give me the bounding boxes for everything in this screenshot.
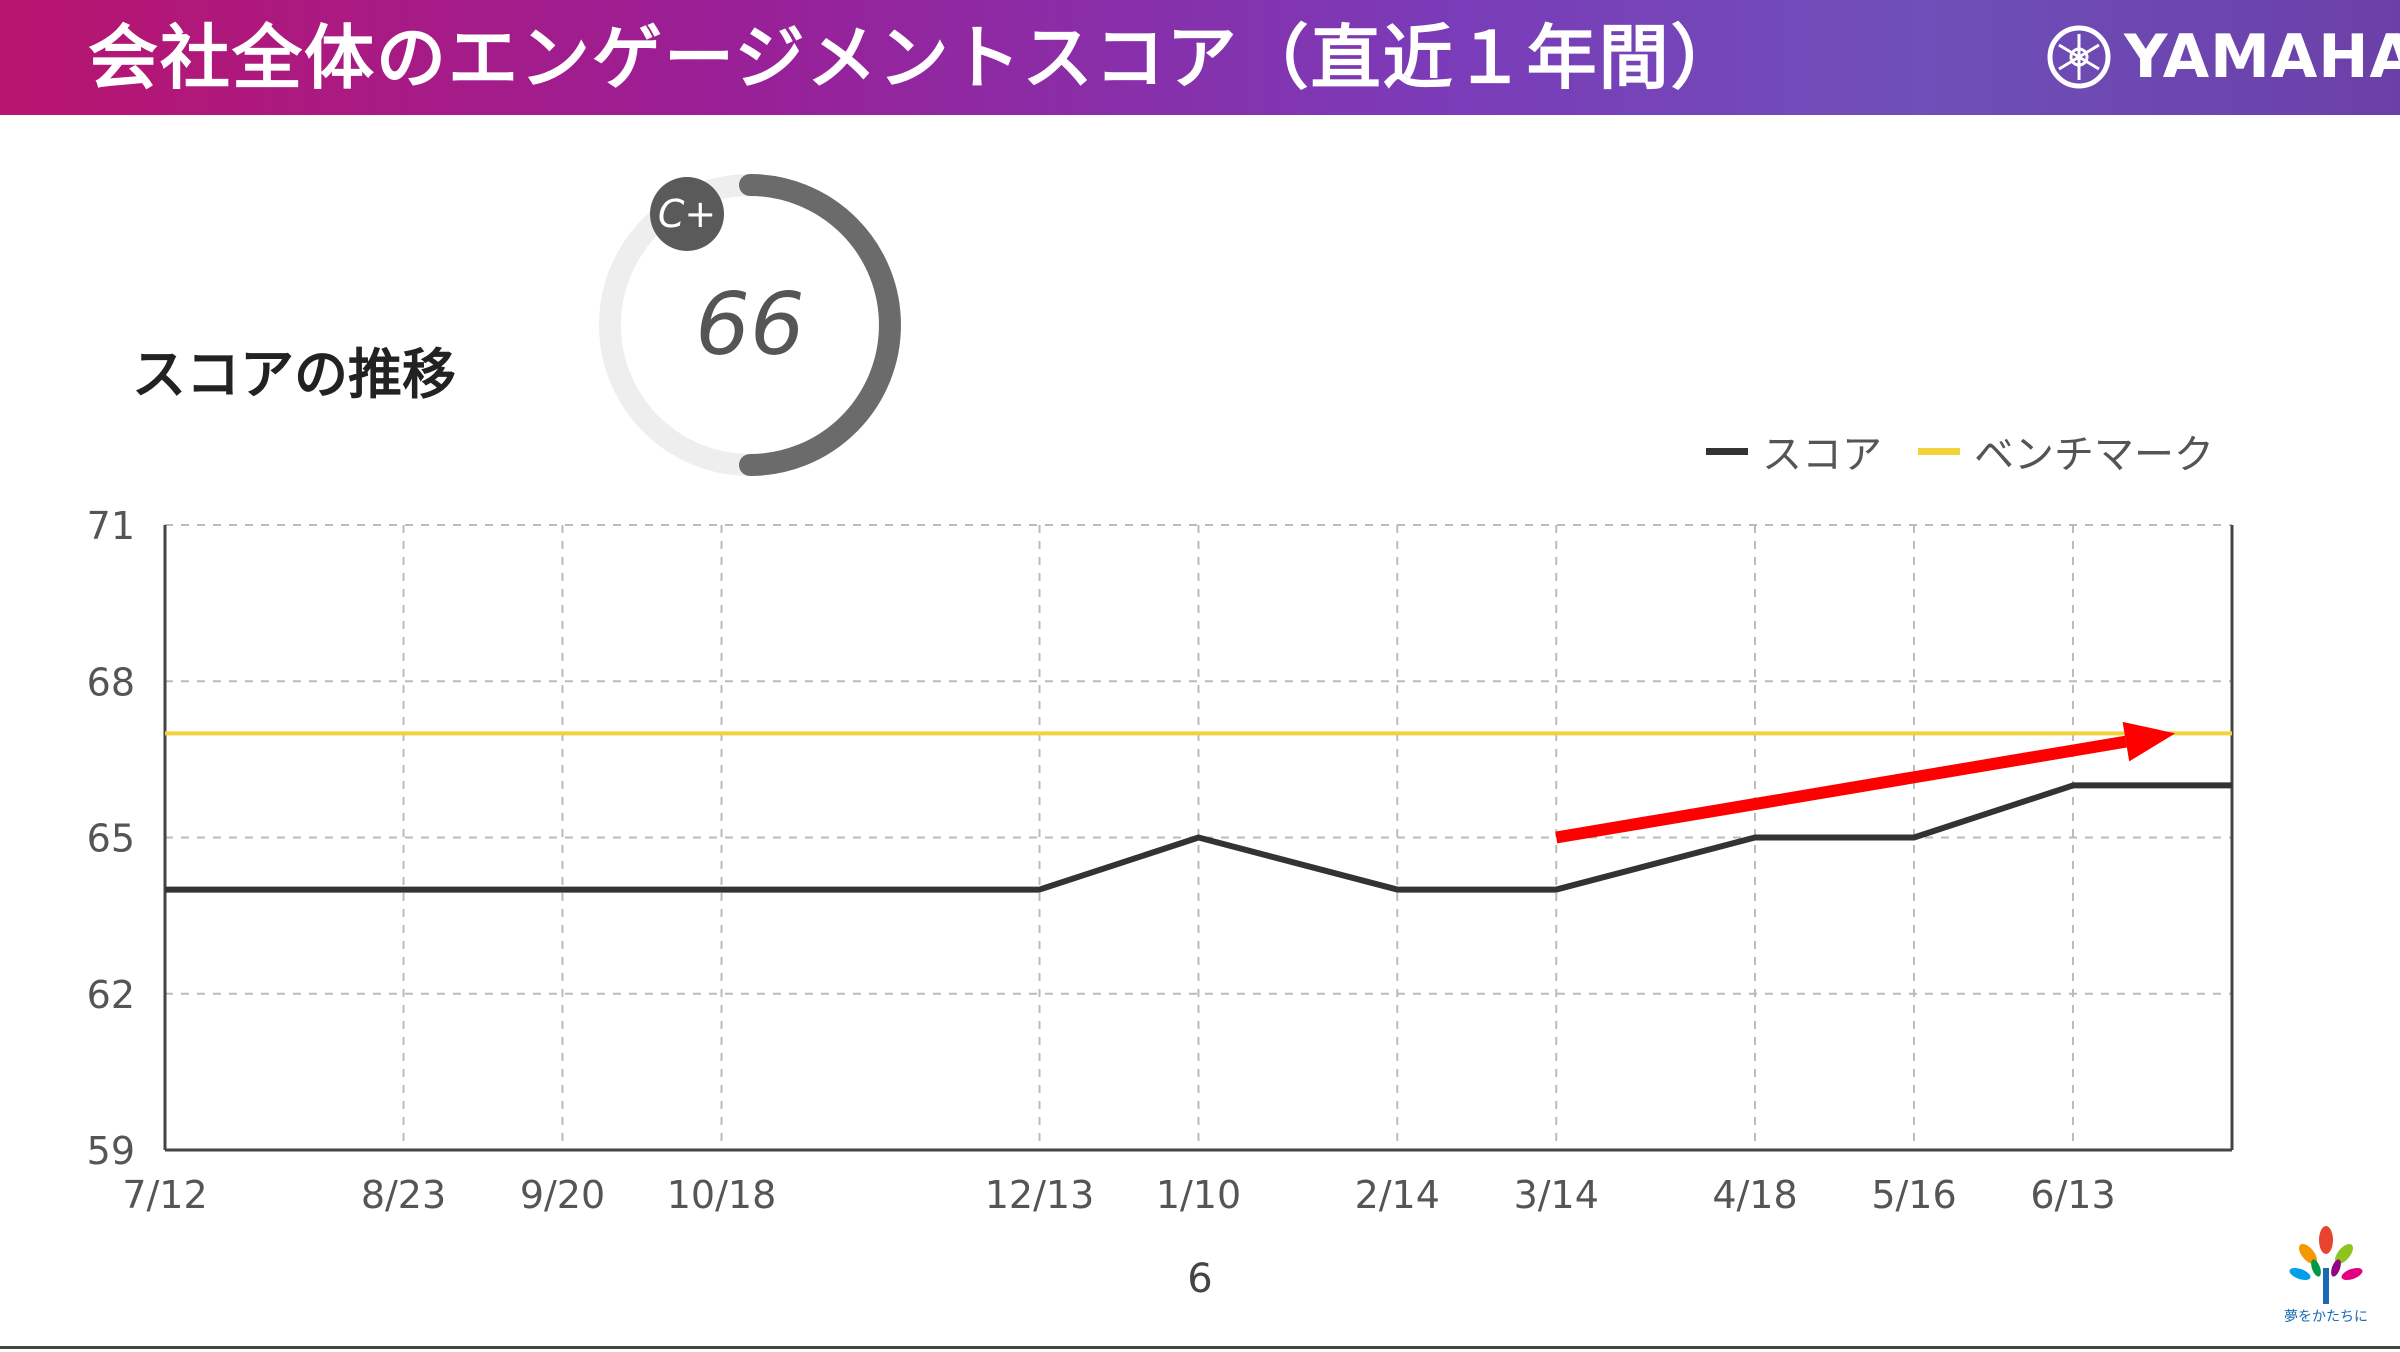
legend-item-score: スコア	[1706, 422, 1882, 480]
page-number: 6	[1187, 1256, 1213, 1302]
y-tick-label: 62	[87, 973, 135, 1017]
chart-legend: スコア ベンチマーク	[1706, 426, 2250, 478]
yamaha-emblem-icon	[2047, 25, 2111, 89]
x-tick-label: 4/18	[1712, 1173, 1797, 1217]
gauge-fill	[739, 174, 901, 476]
footer-divider	[0, 1346, 2400, 1349]
grade-badge: C+	[650, 177, 724, 251]
x-tick-label: 12/13	[985, 1173, 1095, 1217]
x-tick-label: 6/13	[2030, 1173, 2115, 1217]
brand-name: YAMAHA	[2124, 22, 2400, 92]
trend-arrow-head	[2122, 721, 2176, 762]
x-tick-label: 3/14	[1514, 1173, 1599, 1217]
legend-label-benchmark: ベンチマーク	[1974, 432, 2214, 478]
y-tick-label: 71	[87, 504, 135, 548]
x-tick-label: 1/10	[1156, 1173, 1241, 1217]
x-tick-label: 5/16	[1871, 1173, 1956, 1217]
score-gauge: 66	[590, 165, 910, 485]
section-title: スコアの推移	[132, 343, 456, 406]
x-tick-label: 10/18	[667, 1173, 777, 1217]
legend-swatch-score	[1706, 447, 1748, 455]
legend-item-benchmark: ベンチマーク	[1918, 422, 2214, 480]
x-tick-label: 2/14	[1355, 1173, 1440, 1217]
tree-logo-icon	[2289, 1226, 2363, 1304]
brand-logo: YAMAHA	[2046, 20, 2400, 94]
legend-swatch-benchmark	[1918, 447, 1960, 455]
x-tick-label: 8/23	[361, 1173, 446, 1217]
line-chart: 59 62 65 68 71 7/12 8/23 9/20 10/18 12/13 1/10 2/14…	[87, 504, 2234, 1217]
legend-label-score: スコア	[1762, 432, 1882, 478]
x-tick-label: 7/12	[122, 1173, 207, 1217]
slide-title: 会社全体のエンゲージメントスコア（直近１年間）	[88, 17, 1743, 99]
footer-tagline: 夢をかたちに	[2284, 1309, 2368, 1325]
y-tick-label: 65	[87, 817, 135, 861]
y-tick-label: 68	[87, 660, 135, 704]
y-tick-label: 59	[87, 1129, 135, 1173]
score-value: 66	[695, 275, 805, 375]
x-tick-label: 9/20	[520, 1173, 605, 1217]
score-series-line	[165, 782, 2232, 893]
grade-label: C+	[657, 192, 717, 236]
trend-arrow-shaft	[1555, 735, 2127, 844]
title-banner: 会社全体のエンゲージメントスコア（直近１年間） YAMAHA	[0, 0, 2400, 115]
